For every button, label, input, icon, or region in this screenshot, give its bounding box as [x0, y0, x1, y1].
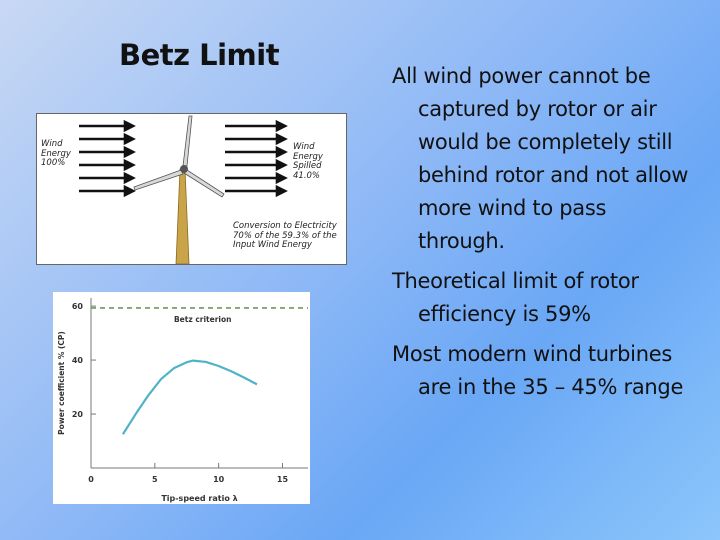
blade [182, 115, 193, 167]
tower [175, 168, 190, 264]
power-coefficient-chart: 0 5 10 15 20 40 60 Betz criterion Tip-speed rati… [53, 292, 310, 504]
hub [180, 165, 188, 173]
power-coefficient-curve [121, 359, 258, 435]
bullet-list: All wind power cannot be captured by rot… [392, 60, 692, 411]
input-energy-label: Wind Energy 100% [41, 139, 71, 168]
output-wind-arrows [225, 119, 288, 198]
turbine-illustration [79, 115, 288, 264]
x-tick-label: 15 [277, 475, 289, 484]
chart-canvas: 0 5 10 15 20 40 60 Betz criterion Tip-speed rati… [57, 298, 308, 503]
x-tick-label: 5 [152, 475, 158, 484]
y-tick-label: 20 [72, 410, 84, 419]
y-axis-label: Power coefficient % (CP) [57, 331, 66, 435]
slide-title: Betz Limit [119, 38, 280, 72]
conversion-label: Conversion to Electricity 70% of the 59.… [233, 221, 337, 250]
x-tick-label: 0 [88, 475, 94, 484]
blade [183, 169, 225, 198]
bullet-item: Most modern wind turbines are in the 35 … [392, 342, 684, 399]
bullet-item: All wind power cannot be captured by rot… [392, 64, 689, 253]
bullet-item: Theoretical limit of rotor efficiency is… [392, 269, 639, 326]
x-tick-label: 10 [213, 475, 225, 484]
spilled-energy-label: Wind Energy Spilled 41.0% [293, 142, 323, 181]
input-wind-arrows [79, 119, 136, 198]
x-axis-label: Tip-speed ratio λ [161, 494, 237, 503]
y-tick-label: 40 [72, 356, 84, 365]
blade [133, 169, 184, 191]
betz-reference-label: Betz criterion [174, 315, 232, 324]
wind-turbine-diagram: Wind Energy 100% Wind Energy Spilled 41.… [36, 113, 347, 265]
y-tick-label: 60 [72, 302, 84, 311]
